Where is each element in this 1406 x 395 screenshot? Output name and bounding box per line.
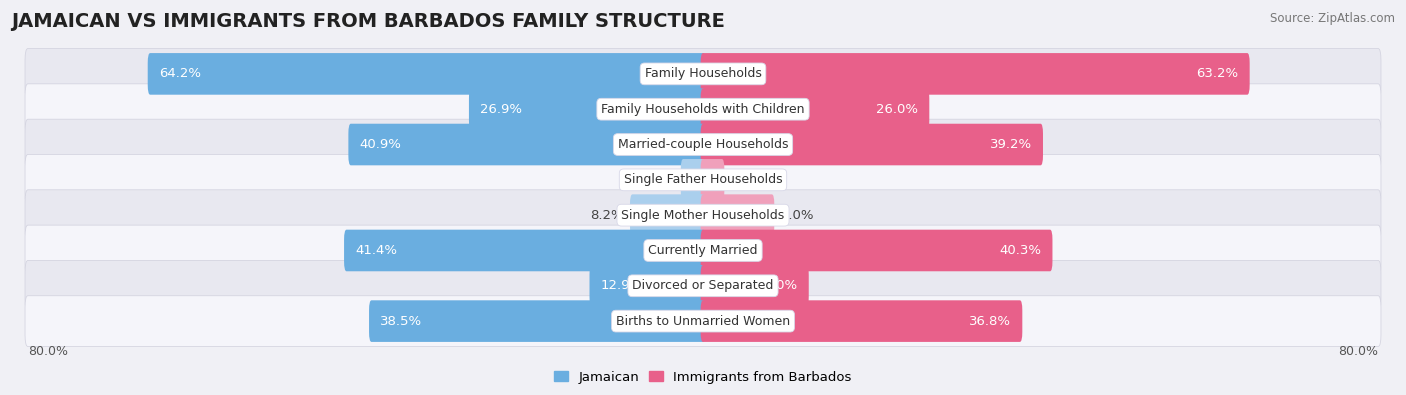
- Text: 41.4%: 41.4%: [356, 244, 396, 257]
- FancyBboxPatch shape: [25, 260, 1381, 311]
- FancyBboxPatch shape: [25, 84, 1381, 135]
- Text: 40.9%: 40.9%: [360, 138, 401, 151]
- Text: Family Households: Family Households: [644, 68, 762, 81]
- FancyBboxPatch shape: [700, 53, 1250, 95]
- FancyBboxPatch shape: [148, 53, 706, 95]
- FancyBboxPatch shape: [25, 225, 1381, 276]
- FancyBboxPatch shape: [700, 300, 1022, 342]
- Legend: Jamaican, Immigrants from Barbados: Jamaican, Immigrants from Barbados: [550, 365, 856, 389]
- FancyBboxPatch shape: [25, 296, 1381, 346]
- Text: Source: ZipAtlas.com: Source: ZipAtlas.com: [1270, 12, 1395, 25]
- Text: 40.3%: 40.3%: [1000, 244, 1042, 257]
- FancyBboxPatch shape: [25, 119, 1381, 170]
- FancyBboxPatch shape: [368, 300, 706, 342]
- Text: 38.5%: 38.5%: [380, 314, 422, 327]
- FancyBboxPatch shape: [344, 229, 706, 271]
- Text: 63.2%: 63.2%: [1197, 68, 1239, 81]
- FancyBboxPatch shape: [25, 190, 1381, 241]
- Text: 2.2%: 2.2%: [731, 173, 765, 186]
- Text: 8.2%: 8.2%: [591, 209, 624, 222]
- FancyBboxPatch shape: [700, 194, 775, 236]
- Text: Births to Unmarried Women: Births to Unmarried Women: [616, 314, 790, 327]
- FancyBboxPatch shape: [25, 154, 1381, 205]
- Text: Married-couple Households: Married-couple Households: [617, 138, 789, 151]
- FancyBboxPatch shape: [349, 124, 706, 166]
- FancyBboxPatch shape: [630, 194, 706, 236]
- Text: Family Households with Children: Family Households with Children: [602, 103, 804, 116]
- Text: Single Mother Households: Single Mother Households: [621, 209, 785, 222]
- Text: 26.9%: 26.9%: [479, 103, 522, 116]
- Text: Currently Married: Currently Married: [648, 244, 758, 257]
- FancyBboxPatch shape: [700, 124, 1043, 166]
- Text: Divorced or Separated: Divorced or Separated: [633, 279, 773, 292]
- Text: JAMAICAN VS IMMIGRANTS FROM BARBADOS FAMILY STRUCTURE: JAMAICAN VS IMMIGRANTS FROM BARBADOS FAM…: [11, 12, 725, 31]
- FancyBboxPatch shape: [700, 229, 1053, 271]
- Text: 8.0%: 8.0%: [780, 209, 814, 222]
- Text: 64.2%: 64.2%: [159, 68, 201, 81]
- Text: 12.9%: 12.9%: [600, 279, 643, 292]
- FancyBboxPatch shape: [25, 49, 1381, 99]
- Text: 39.2%: 39.2%: [990, 138, 1032, 151]
- FancyBboxPatch shape: [700, 88, 929, 130]
- Text: 80.0%: 80.0%: [1339, 345, 1378, 358]
- Text: 2.3%: 2.3%: [641, 173, 675, 186]
- Text: Single Father Households: Single Father Households: [624, 173, 782, 186]
- FancyBboxPatch shape: [470, 88, 706, 130]
- Text: 36.8%: 36.8%: [969, 314, 1011, 327]
- FancyBboxPatch shape: [589, 265, 706, 307]
- Text: 80.0%: 80.0%: [28, 345, 67, 358]
- FancyBboxPatch shape: [700, 159, 724, 201]
- Text: 12.0%: 12.0%: [755, 279, 797, 292]
- Text: 26.0%: 26.0%: [876, 103, 918, 116]
- FancyBboxPatch shape: [681, 159, 706, 201]
- FancyBboxPatch shape: [700, 265, 808, 307]
